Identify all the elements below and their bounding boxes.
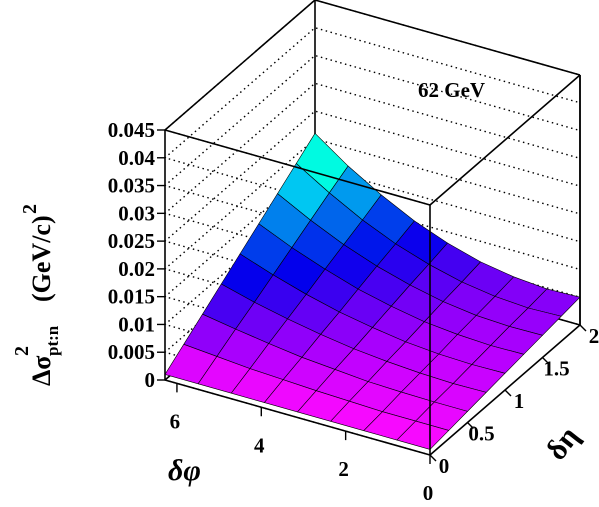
frame-edge	[164, 0, 316, 131]
front-frame: 0 0.005 0.01 0.015 0.02 0.025 0.03 0.035 0.04 0.0…	[108, 0, 599, 505]
y-tick-label: 0.5	[468, 422, 494, 446]
x-tick-label: 6	[170, 409, 181, 433]
x-tick-label: 4	[254, 433, 265, 457]
y-tick	[504, 389, 512, 397]
z-tick-label: 0	[145, 368, 156, 392]
z-tick-label: 0.015	[108, 285, 155, 309]
frame-edge	[314, 0, 581, 76]
frame-edge	[429, 74, 581, 206]
frame-edge	[164, 379, 431, 456]
y-tick	[467, 422, 474, 429]
z-tick-label: 0.035	[108, 174, 155, 198]
z-tick-label: 0.02	[118, 257, 155, 281]
grid-line	[163, 0, 581, 206]
z-tick-label: 0.03	[118, 201, 155, 225]
z-tick-label: 0.045	[108, 118, 155, 142]
x-tick-label: 0	[423, 481, 434, 505]
surface	[164, 133, 581, 450]
z-label-symbol: Δσ	[27, 356, 56, 386]
y-tick	[579, 324, 587, 332]
y-tick-label: 2	[589, 324, 599, 348]
x-tick-label: 2	[338, 457, 349, 481]
y-tick-label: 1	[514, 389, 525, 413]
z-label-unit-sup: 2	[19, 204, 41, 214]
z-tick-label: 0.005	[108, 340, 155, 364]
y-tick	[429, 454, 437, 462]
frame-edge	[164, 129, 431, 206]
z-label-sub: pt:n	[43, 325, 62, 356]
y-tick-label: 1.5	[543, 357, 569, 381]
z-tick-label: 0.04	[118, 146, 155, 170]
annotation: 62 GeV	[418, 78, 485, 102]
y-tick-label: 0	[439, 454, 450, 478]
x-axis-label: δφ	[168, 454, 201, 487]
z-tick-label: 0.01	[118, 312, 155, 336]
z-axis-label: Δσ 2 pt:n (GeV/c) 2	[11, 204, 62, 386]
y-axis-label: δη	[540, 420, 586, 466]
y-tick	[542, 357, 549, 364]
z-label-unit: (GeV/c)	[27, 215, 56, 302]
surface-cell	[396, 420, 450, 450]
z-tick-label: 0.025	[108, 229, 155, 253]
z-label-sup: 2	[11, 346, 33, 356]
